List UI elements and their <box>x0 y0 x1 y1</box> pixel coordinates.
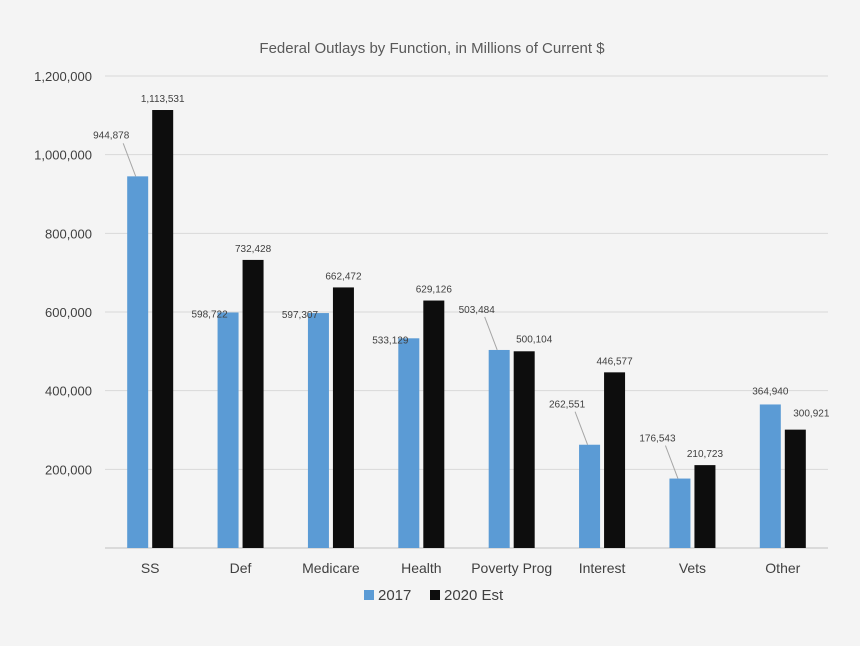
x-tick-label: Health <box>401 560 441 576</box>
bar-2017 <box>217 312 239 548</box>
x-tick-label: Medicare <box>302 560 360 576</box>
x-tick-label: Vets <box>679 560 706 576</box>
legend-swatch <box>430 590 440 600</box>
bars <box>127 110 806 548</box>
bar-2017 <box>307 313 329 548</box>
data-label: 662,472 <box>325 271 362 282</box>
bar-2020-est <box>784 429 806 548</box>
data-label: 262,551 <box>549 400 586 411</box>
bar-2020-est <box>423 300 445 548</box>
bar-2020-est <box>242 259 264 548</box>
data-label: 1,113,531 <box>141 94 185 105</box>
bar-2020-est <box>694 465 716 548</box>
x-tick-label: Poverty Prog <box>471 560 552 576</box>
y-tick-label: 200,000 <box>45 462 92 477</box>
data-label: 944,878 <box>93 130 130 141</box>
data-label: 503,484 <box>459 305 496 316</box>
y-tick-label: 800,000 <box>45 226 92 241</box>
bar-2017 <box>127 176 149 548</box>
bar-2020-est <box>152 110 174 548</box>
legend: 2017 2020 Est <box>364 587 504 604</box>
data-label: 732,428 <box>235 244 272 255</box>
bar-2017 <box>488 349 510 548</box>
x-tick-label: SS <box>141 560 160 576</box>
bar-2020-est <box>332 287 354 548</box>
leader-line <box>122 143 137 177</box>
data-label: 597,307 <box>282 310 319 321</box>
x-tick-label: Def <box>230 560 252 576</box>
data-label: 176,543 <box>639 434 676 445</box>
x-tick-label: Other <box>765 560 800 576</box>
bar-2020-est <box>604 372 626 548</box>
legend-label: 2020 Est <box>444 587 504 604</box>
chart-title: Federal Outlays by Function, in Millions… <box>259 40 605 57</box>
data-label: 446,577 <box>596 356 633 367</box>
legend-swatch <box>364 590 374 600</box>
bar-2017 <box>579 444 601 548</box>
y-tick-label: 1,000,000 <box>34 148 92 163</box>
legend-label: 2017 <box>378 587 411 604</box>
leader-line <box>664 445 679 479</box>
y-tick-label: 600,000 <box>45 305 92 320</box>
y-tick-label: 1,200,000 <box>34 69 92 84</box>
y-axis-ticks: 200,000 400,000 600,000 800,000 1,000,000 1,2… <box>34 69 92 477</box>
x-tick-label: Interest <box>579 560 626 576</box>
data-label: 629,126 <box>416 285 453 296</box>
data-label: 364,940 <box>752 386 789 397</box>
bar-2020-est <box>513 351 535 548</box>
leader-line <box>484 316 498 351</box>
bar-2017 <box>759 404 781 548</box>
leader-line <box>574 411 589 445</box>
data-label: 500,104 <box>516 334 553 345</box>
y-tick-label: 400,000 <box>45 384 92 399</box>
bar-2017 <box>669 478 691 548</box>
data-label: 533,129 <box>372 335 409 346</box>
data-label: 210,723 <box>687 449 724 460</box>
x-axis-categories: SS Def Medicare Health Poverty Prog Interest V… <box>141 560 801 576</box>
data-label: 300,921 <box>793 409 830 420</box>
bar-2017 <box>398 338 420 548</box>
data-label: 598,722 <box>191 310 228 321</box>
data-labels: 944,878 1,113,531 598,722 732,428 597,307 662… <box>93 94 830 479</box>
